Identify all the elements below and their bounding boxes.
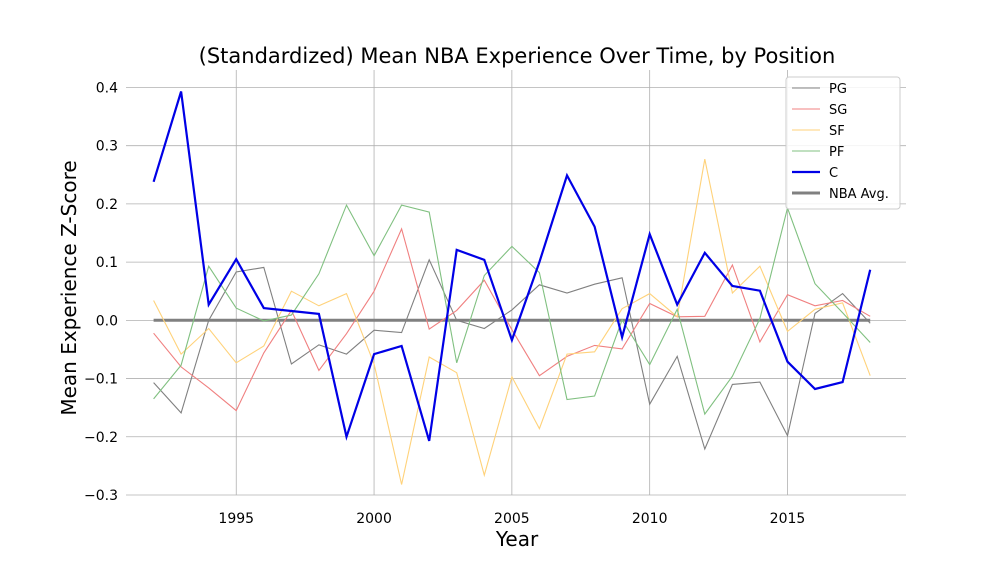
y-axis-ticks: −0.3 −0.2 −0.1 0.0 0.1 0.2 0.3 0.4 [84, 80, 118, 504]
series-line-c [152, 91, 872, 442]
y-axis-title: Mean Experience Z-Score [57, 160, 81, 415]
series-line-sf [153, 158, 871, 485]
y-tick-label: 0.3 [96, 139, 118, 155]
legend-label-sf: SF [829, 124, 845, 139]
x-tick-label: 2005 [494, 511, 530, 527]
y-tick-label: 0.4 [96, 80, 118, 96]
legend-label-pf: PF [829, 145, 844, 160]
x-tick-label: 2000 [356, 511, 392, 527]
legend-box [785, 76, 901, 210]
x-tick-label: 1995 [218, 511, 254, 527]
legend-label-pg: PG [829, 82, 847, 97]
series-lines [152, 91, 872, 485]
y-tick-label: −0.1 [84, 372, 118, 388]
series-line-pf [153, 203, 871, 416]
y-tick-label: −0.2 [84, 430, 118, 446]
series-line-pg [153, 258, 871, 451]
y-tick-label: 0.2 [96, 197, 118, 213]
y-tick-label: 0.1 [96, 255, 118, 271]
legend-label-c: C [829, 166, 838, 181]
legend-label-sg: SG [829, 103, 847, 118]
chart-title: (Standardized) Mean NBA Experience Over … [199, 44, 836, 68]
x-tick-label: 2015 [770, 511, 806, 527]
y-tick-label: 0.0 [96, 313, 118, 329]
y-tick-label: −0.3 [84, 488, 118, 504]
x-tick-label: 2010 [632, 511, 668, 527]
x-axis-title: Year [495, 527, 539, 551]
series-line-sg [153, 227, 871, 412]
legend: PG SG SF PF C NBA Avg. [785, 76, 901, 210]
legend-label-nba-avg: NBA Avg. [829, 187, 889, 202]
x-axis-ticks: 1995 2000 2005 2010 2015 [218, 511, 805, 527]
